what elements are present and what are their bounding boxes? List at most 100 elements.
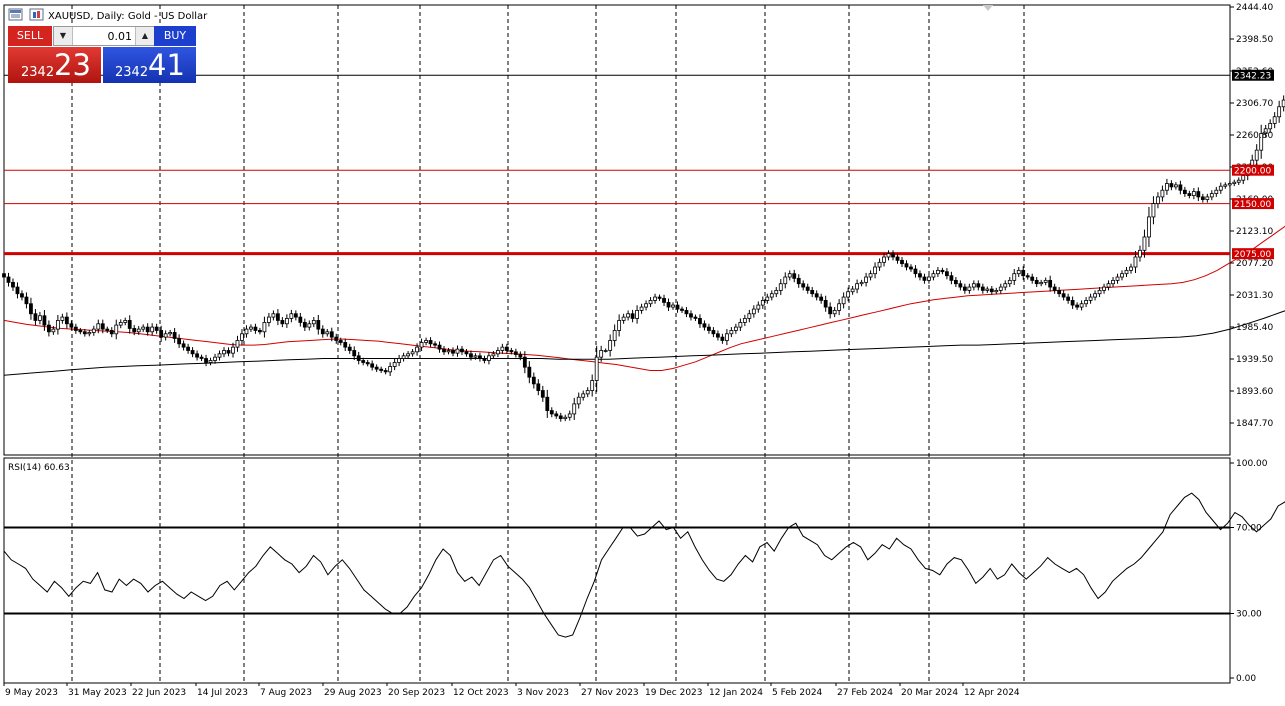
candle-230 [1034, 277, 1039, 288]
candle-260 [1169, 180, 1174, 191]
candle-148 [666, 298, 671, 311]
candle-231 [1039, 279, 1044, 287]
candle-128 [576, 392, 581, 409]
candle-225 [1012, 269, 1017, 286]
sell-price-button[interactable]: 2342 23 [8, 47, 101, 83]
candle-66 [298, 312, 303, 327]
candle-208 [936, 267, 940, 278]
price-tick-label-12: 1893.60 [1236, 387, 1273, 397]
candle-68 [307, 320, 312, 331]
candle-269 [1209, 190, 1214, 201]
candle-268 [1205, 193, 1210, 203]
candle-238 [1070, 296, 1075, 309]
candle-38 [172, 328, 177, 343]
price-tick-label-11: 1939.50 [1236, 355, 1273, 365]
candle-164 [738, 318, 743, 331]
candle-251 [1129, 263, 1133, 274]
candle-102 [460, 346, 464, 355]
candle-180 [810, 287, 815, 298]
candle-226 [1016, 267, 1021, 278]
time-axis: 9 May 2023 31 May 2023 22 Jun 2023 14 Jul 2… [3, 683, 1020, 698]
candle-245 [1102, 283, 1106, 294]
candle-114 [513, 348, 518, 358]
candle-50 [226, 347, 231, 357]
buy-price-button[interactable]: 2342 41 [103, 47, 196, 83]
candle-120 [540, 385, 545, 402]
candle-223 [1003, 280, 1008, 291]
candle-12 [55, 314, 60, 335]
buy-button[interactable]: BUY [154, 26, 196, 46]
candle-118 [531, 372, 536, 389]
candle-146 [657, 294, 662, 301]
candle-167 [751, 305, 756, 318]
candle-87 [392, 358, 397, 371]
lot-increase-button[interactable]: ▲ [135, 27, 154, 45]
candle-52 [235, 335, 240, 352]
price-tick-label-8: 2077.20 [1236, 259, 1273, 269]
candle-211 [949, 271, 954, 285]
time-tick-label-4: 7 Aug 2023 [260, 688, 312, 698]
sell-button[interactable]: SELL [8, 26, 52, 46]
candle-96 [433, 341, 437, 348]
candle-4 [20, 290, 24, 301]
chart-title: XAUUSD, Daily: Gold - US Dollar [48, 11, 208, 22]
main-chart-panel[interactable] [3, 4, 1231, 456]
price-levels [4, 74, 1230, 256]
candle-18 [82, 328, 87, 337]
candle-161 [724, 329, 729, 346]
time-tick-label-10: 19 Dec 2023 [645, 688, 703, 698]
candle-261 [1173, 182, 1178, 190]
candle-93 [419, 338, 424, 352]
candle-209 [940, 267, 945, 275]
candle-23 [105, 326, 110, 333]
time-tick-label-12: 5 Feb 2024 [772, 688, 823, 698]
candle-36 [163, 330, 168, 341]
candle-280 [1259, 124, 1264, 159]
candle-204 [918, 270, 922, 281]
candle-197 [886, 250, 891, 261]
candle-109 [491, 351, 496, 359]
rsi-tick-label-3: 0.00 [1236, 674, 1256, 684]
time-tick-label-3: 14 Jul 2023 [197, 688, 248, 698]
candle-195 [877, 258, 882, 271]
candle-89 [401, 352, 406, 362]
candle-254 [1142, 229, 1147, 258]
candle-55 [249, 324, 253, 332]
candle-11 [51, 326, 56, 335]
candle-247 [1111, 277, 1115, 288]
candle-47 [213, 353, 217, 364]
candle-74 [334, 333, 339, 344]
lot-size-input[interactable] [74, 27, 134, 45]
candle-20 [91, 325, 96, 336]
candle-219 [985, 286, 990, 293]
candle-37 [168, 329, 173, 337]
candle-177 [796, 274, 801, 288]
candle-25 [114, 319, 119, 340]
candle-84 [379, 366, 384, 374]
candle-242 [1088, 293, 1093, 304]
lot-decrease-button[interactable]: ▼ [54, 27, 73, 45]
chart-window-icon [8, 8, 44, 21]
price-tags: 2200.00 2150.00 2075.00 2342.23 [983, 5, 1274, 260]
candle-151 [680, 306, 684, 313]
candle-32 [145, 323, 150, 336]
candle-115 [518, 351, 523, 361]
candle-14 [64, 312, 69, 329]
candle-2 [11, 278, 15, 291]
candle-178 [801, 280, 806, 291]
candle-233 [1048, 275, 1053, 292]
candle-144 [648, 297, 653, 308]
candle-274 [1232, 179, 1237, 187]
candle-145 [653, 293, 657, 304]
candle-250 [1124, 267, 1129, 278]
candle-158 [711, 327, 716, 338]
chart-shift-marker [983, 5, 993, 11]
candle-71 [320, 325, 325, 338]
candle-212 [953, 277, 958, 288]
price-tick-label-3: 2306.70 [1236, 99, 1273, 109]
rsi-panel[interactable] [3, 457, 1231, 684]
candle-152 [684, 307, 689, 318]
candle-135 [608, 334, 613, 357]
level-tag-0 [1232, 164, 1274, 176]
